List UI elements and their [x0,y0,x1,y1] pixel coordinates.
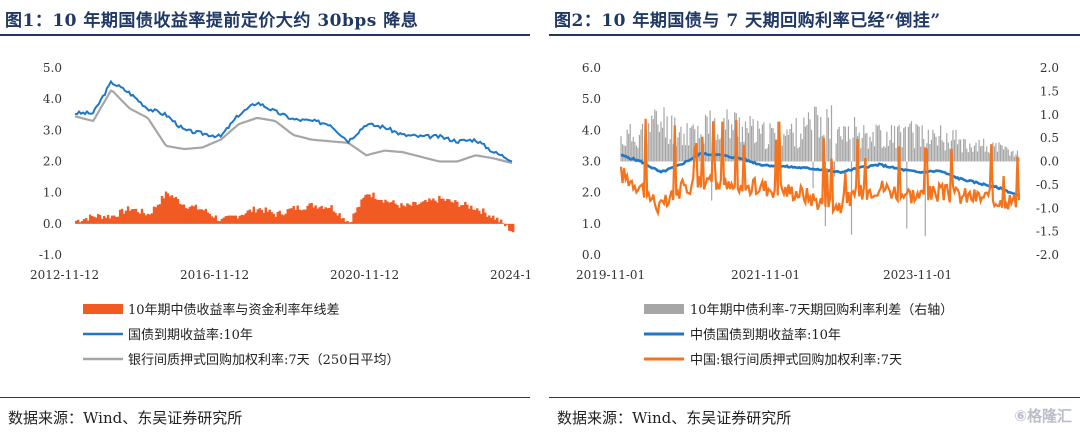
x-tick-label: 2024-11-12 [490,268,530,282]
y-tick-label-right: 1.5 [1040,84,1059,98]
x-tick-label: 2020-11-12 [330,268,399,282]
chart-panel-right: 图2：10 年期国债与 7 天期回购利率已经“倒挂” 6.0 5.0 4.0 3.0 2… [549,0,1080,433]
chart-title-left: 图1：10 年期国债收益率提前定价大约 30bps 降息 [5,6,418,31]
y-tick-label-right: -0.5 [1036,178,1059,192]
x-tick-label: 2023-11-01 [883,268,952,282]
title-rule-left [0,34,530,36]
source-rule-right [549,397,1080,398]
y-tick-label-left: 3.0 [582,155,601,169]
y-tick-label-left: 2.0 [582,186,601,200]
y-tick-label: 4.0 [43,92,62,106]
y-tick-label: 1.0 [43,186,62,200]
chart-right-svg: 6.0 5.0 4.0 3.0 2.0 1.0 0.0 2.0 1.5 1.0 0.5 0.0 -0.5… [549,38,1080,393]
y-tick-label-left: 0.0 [582,248,601,262]
yield-10y-line [75,82,512,162]
y-tick-label-right: 0.5 [1040,131,1059,145]
x-tick-label: 2012-11-12 [30,268,99,282]
watermark-logo: ⑥格隆汇 [1014,405,1072,426]
y-tick-label-right: 2.0 [1040,61,1059,75]
y-tick-label-right: -2.0 [1036,248,1059,262]
spread-bar [502,223,504,224]
x-tick-label: 2019-11-01 [576,268,645,282]
y-tick-label: 5.0 [43,61,62,75]
source-rule-left [0,397,530,398]
legend-label: 10年期中债利率-7天期回购利率利差（右轴） [690,302,953,318]
y-tick-label-right: -1.5 [1036,225,1059,239]
legend-label: 10年期中债收益率与资金利率年线差 [128,302,340,318]
y-tick-label: -1.0 [39,248,62,262]
chart-panel-left: 图1：10 年期国债收益率提前定价大约 30bps 降息 5.0 4.0 3.0 2.… [0,0,530,433]
source-right: 数据来源：Wind、东吴证券研究所 [557,407,791,428]
y-tick-label-left: 4.0 [582,123,601,137]
legend-swatch-spread [83,304,123,314]
y-tick-label-right: -1.0 [1036,201,1059,215]
y-tick-label-right: 0.0 [1040,155,1059,169]
legend-label: 国债到期收益率:10年 [128,327,253,343]
spread-bar [500,220,502,224]
y-tick-label-left: 5.0 [582,92,601,106]
y-tick-label: 3.0 [43,123,62,137]
legend-label: 银行间质押式回购加权利率:7天（250日平均） [128,352,399,368]
legend-label: 中债国债到期收益率:10年 [690,327,841,343]
chart-left-svg: 5.0 4.0 3.0 2.0 1.0 0.0 -1.0 2012-11-12 2016-11-… [0,38,530,393]
source-left: 数据来源：Wind、东吴证券研究所 [8,407,242,428]
spread-bar [512,224,514,232]
y-tick-label-left: 1.0 [582,217,601,231]
title-rule-right [549,34,1080,36]
chart-title-right: 图2：10 年期国债与 7 天期回购利率已经“倒挂” [554,6,941,31]
y-tick-label: 0.0 [43,217,62,231]
y-tick-label-left: 6.0 [582,61,601,75]
legend-swatch-spread [644,304,684,314]
x-tick-label: 2016-11-12 [180,268,249,282]
x-tick-label: 2021-11-01 [731,268,800,282]
legend-label: 中国:银行间质押式回购加权利率:7天 [690,352,902,368]
y-tick-label: 2.0 [43,155,62,169]
y-tick-label-right: 1.0 [1040,108,1059,122]
